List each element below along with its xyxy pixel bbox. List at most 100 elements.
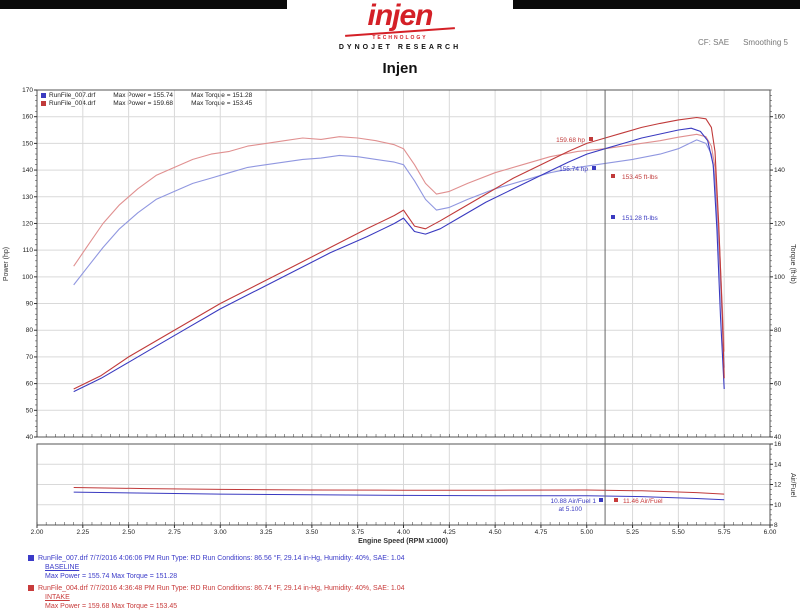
run-info-footer: RunFile_007.drf 7/7/2016 4:06:06 PM Run … — [28, 554, 405, 610]
logo-tagline: TECHNOLOGY — [372, 35, 428, 41]
x-tick-label: 3.75 — [351, 529, 364, 536]
run-description: BASELINE — [45, 564, 80, 571]
injen-logo: injen — [367, 0, 433, 32]
x-tick-label: 4.25 — [443, 529, 456, 536]
afr-tick-label: 16 — [774, 441, 782, 448]
run-conditions-text: RunFile_004.drf 7/7/2016 4:36:48 PM Run … — [38, 585, 405, 592]
smoothing-label: Smoothing 5 — [743, 38, 788, 47]
legend-max-torque: Max Torque = 151.28 — [191, 92, 253, 99]
power-tick-label: 50 — [26, 407, 34, 414]
power-tick-label: 70 — [26, 354, 34, 361]
injen-logo-panel: injen TECHNOLOGY DYNOJET RESEARCH — [287, 0, 513, 57]
run-max-values: Max Power = 155.74 Max Torque = 151.28 — [45, 573, 178, 580]
power-tick-label: 140 — [22, 167, 33, 174]
cursor-value-afr-1-label: at 5.100 — [559, 506, 583, 513]
x-tick-label: 5.75 — [718, 529, 731, 536]
x-tick-label: 3.50 — [306, 529, 319, 536]
torque-tick-label: 80 — [774, 327, 782, 334]
x-tick-label: 5.25 — [626, 529, 639, 536]
torque-tick-label: 140 — [774, 167, 785, 174]
cursor-value-main-1-label: 155.74 hp — [559, 166, 588, 173]
torque-tick-label: 40 — [774, 434, 782, 441]
cursor-value-main-1-marker-icon — [592, 166, 596, 170]
torque-axis-title: Torque (ft-lb) — [789, 244, 796, 284]
cursor-value-main-3-label: 151.28 ft-lbs — [622, 215, 659, 222]
power-tick-label: 160 — [22, 114, 33, 121]
run-checkbox-icon[interactable] — [28, 585, 34, 592]
legend-max-power: Max Power = 159.68 — [113, 100, 174, 107]
legend-marker-red-icon — [41, 100, 46, 106]
legend-run-name: RunFile_007.drf — [49, 92, 96, 99]
legend-max-power: Max Power = 155.74 — [113, 92, 174, 99]
run-info-intake: RunFile_004.drf 7/7/2016 4:36:48 PM Run … — [28, 584, 405, 611]
legend-row-baseline: RunFile_007.drf Max Power = 155.74 Max Tor… — [41, 92, 252, 100]
chart-legend: RunFile_007.drf Max Power = 155.74 Max Tor… — [41, 92, 252, 108]
power-tick-label: 150 — [22, 140, 33, 147]
curve-torque-baseline — [73, 139, 725, 368]
power-tick-label: 90 — [26, 301, 34, 308]
power-tick-label: 170 — [22, 87, 33, 94]
run-description: INTAKE — [45, 594, 70, 601]
graph-title: Injen — [382, 60, 418, 77]
cursor-value-afr-0-label: 10.88 Air/Fuel 1 — [550, 498, 596, 505]
power-tick-label: 60 — [26, 381, 34, 388]
x-tick-label: 4.00 — [397, 529, 410, 536]
cursor-value-afr-2-marker-icon — [614, 498, 618, 502]
x-tick-label: 6.00 — [764, 529, 777, 536]
cursor-value-main-0-label: 159.68 hp — [556, 137, 585, 144]
power-axis-title: Power (hp) — [3, 247, 10, 281]
torque-tick-label: 60 — [774, 381, 782, 388]
power-tick-label: 110 — [23, 247, 34, 254]
torque-tick-label: 100 — [774, 274, 785, 281]
run-line-1: RunFile_004.drf 7/7/2016 4:36:48 PM Run … — [28, 584, 405, 593]
power-tick-label: 130 — [22, 194, 33, 201]
correction-smoothing-info: CF: SAE Smoothing 5 — [684, 38, 788, 47]
power-tick-label: 120 — [22, 220, 33, 227]
curve-power-intake — [73, 116, 725, 390]
power-tick-label: 40 — [26, 434, 34, 441]
cursor-value-main-3-marker-icon — [611, 215, 615, 219]
x-tick-label: 2.25 — [76, 529, 89, 536]
run-info-baseline: RunFile_007.drf 7/7/2016 4:06:06 PM Run … — [28, 554, 405, 581]
legend-run-name: RunFile_004.drf — [49, 100, 96, 107]
power-tick-label: 80 — [26, 327, 34, 334]
torque-tick-label: 160 — [774, 114, 785, 121]
power-tick-label: 100 — [22, 274, 33, 281]
x-axis-title: Engine Speed (RPM x1000) — [358, 538, 448, 545]
legend-marker-blue-icon — [41, 92, 46, 98]
curve-afr-intake — [73, 487, 725, 495]
cursor-value-main-2-label: 153.45 ft-lbs — [622, 174, 659, 181]
afr-tick-label: 12 — [774, 482, 782, 489]
x-tick-label: 2.75 — [168, 529, 181, 536]
afr-tick-label: 8 — [774, 522, 778, 529]
legend-max-torque: Max Torque = 153.45 — [191, 100, 253, 107]
x-tick-label: 2.00 — [31, 529, 44, 536]
x-tick-label: 5.00 — [580, 529, 593, 536]
torque-tick-label: 120 — [774, 220, 785, 227]
afr-tick-label: 10 — [774, 502, 782, 509]
run-line-1: RunFile_007.drf 7/7/2016 4:06:06 PM Run … — [28, 554, 405, 563]
cursor-value-main-2-marker-icon — [611, 174, 615, 178]
afr-axis-title: Air/Fuel — [789, 473, 796, 498]
run-conditions-text: RunFile_007.drf 7/7/2016 4:06:06 PM Run … — [38, 555, 405, 562]
legend-row-intake: RunFile_004.drf Max Power = 159.68 Max Tor… — [41, 100, 252, 108]
cursor-value-afr-0-marker-icon — [599, 498, 603, 502]
x-tick-label: 5.50 — [672, 529, 685, 536]
run-checkbox-icon[interactable] — [28, 555, 34, 562]
x-tick-label: 3.25 — [260, 529, 273, 536]
dynojet-research-label: DYNOJET RESEARCH — [338, 44, 462, 51]
x-tick-label: 2.50 — [122, 529, 135, 536]
x-tick-label: 4.75 — [535, 529, 548, 536]
run-max-values: Max Power = 159.68 Max Torque = 153.45 — [45, 603, 178, 610]
x-tick-label: 3.00 — [214, 529, 227, 536]
curve-power-baseline — [73, 127, 725, 393]
curve-torque-intake — [73, 133, 725, 352]
cursor-value-main-0-marker-icon — [589, 137, 593, 141]
curve-afr-baseline — [73, 491, 725, 501]
cf-label: CF: SAE — [697, 38, 730, 47]
afr-tick-label: 14 — [774, 461, 782, 468]
cursor-value-afr-2-label: 11.46 Air/Fuel — [623, 498, 663, 505]
x-tick-label: 4.50 — [489, 529, 502, 536]
